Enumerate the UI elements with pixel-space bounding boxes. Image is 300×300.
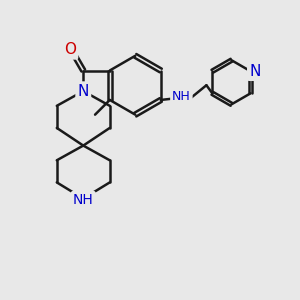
Text: N: N — [249, 64, 261, 79]
Text: N: N — [78, 84, 89, 99]
Text: NH: NH — [73, 193, 94, 207]
Text: NH: NH — [172, 91, 191, 103]
Text: O: O — [64, 42, 76, 57]
